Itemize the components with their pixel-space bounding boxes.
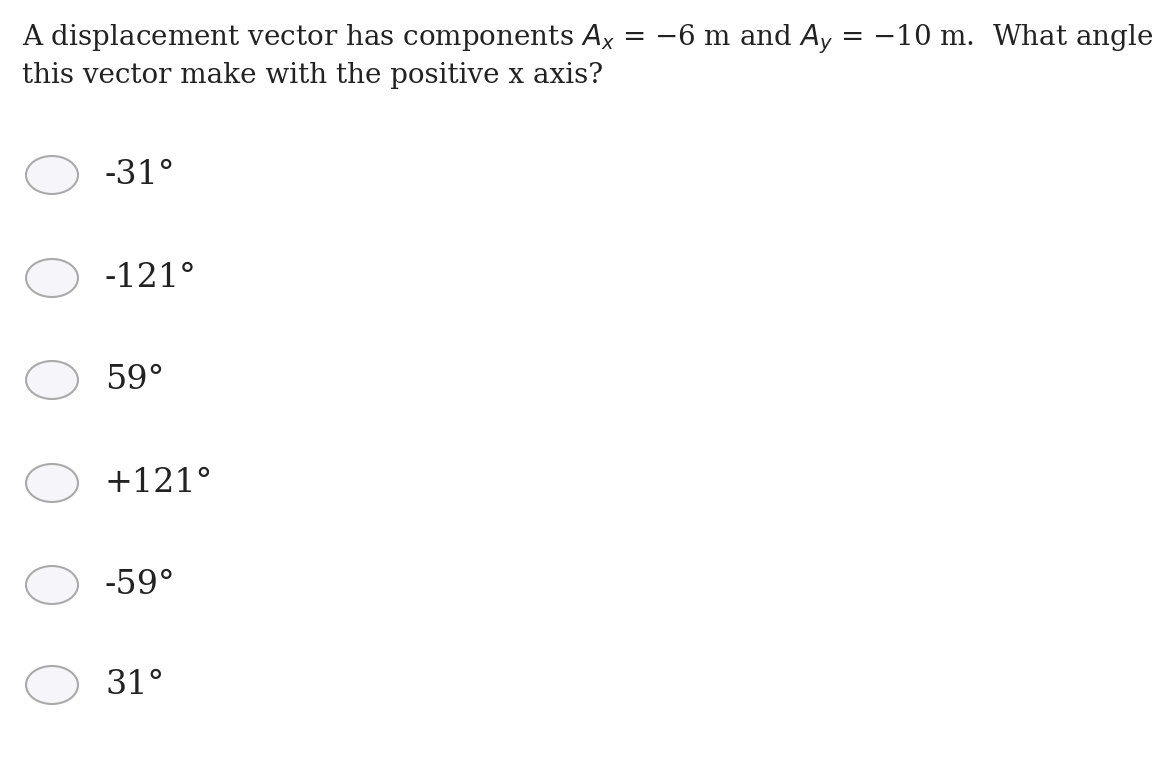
Text: A displacement vector has components $A_x$ = −6 m and $A_y$ = −10 m.  What angle: A displacement vector has components $A_… [22, 22, 1154, 55]
Ellipse shape [27, 361, 78, 399]
Ellipse shape [27, 566, 78, 604]
Text: 59°: 59° [105, 364, 164, 396]
Ellipse shape [27, 666, 78, 704]
Ellipse shape [27, 156, 78, 194]
Ellipse shape [27, 464, 78, 502]
Text: -121°: -121° [105, 262, 196, 294]
Text: -31°: -31° [105, 159, 175, 191]
Text: this vector make with the positive x axis?: this vector make with the positive x axi… [22, 62, 604, 89]
Text: 31°: 31° [105, 669, 164, 701]
Ellipse shape [27, 259, 78, 297]
Text: -59°: -59° [105, 569, 175, 601]
Text: +121°: +121° [105, 467, 213, 499]
